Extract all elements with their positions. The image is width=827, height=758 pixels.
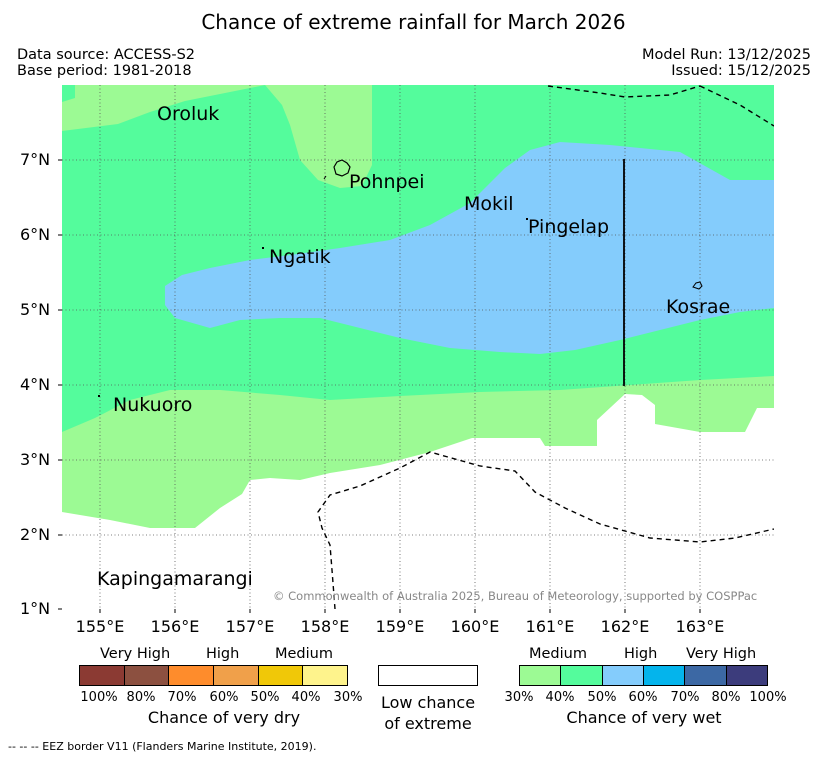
legend-wet-swatch — [685, 666, 727, 685]
legend-dry-swatch — [80, 666, 125, 685]
legend-wet-pct: 60% — [628, 690, 658, 705]
lat-tick-label: 6°N — [20, 225, 51, 244]
lon-tick-label: 159°E — [375, 617, 425, 636]
legend-dry-swatch — [258, 666, 304, 685]
legend-wet-swatch — [643, 666, 686, 685]
place-label-pingelap: Pingelap — [528, 216, 610, 238]
legend-dry-very-high: Very High — [100, 646, 171, 662]
legend-wet-high: High — [624, 646, 658, 662]
lon-tick-label: 155°E — [75, 617, 125, 636]
model-run: Model Run: 13/12/2025 — [641, 47, 811, 63]
lat-tick-label: 4°N — [20, 375, 51, 394]
legend-dry-medium: Medium — [275, 646, 333, 662]
legend-dry-high: High — [206, 646, 240, 662]
map-plot-area — [62, 85, 774, 609]
legend-dry-swatch — [169, 666, 215, 685]
legend-wet-pct: 70% — [670, 690, 700, 705]
eez-footnote: -- -- -- EEZ border V11 (Flanders Marine… — [8, 740, 317, 753]
legend-wet-pct: 40% — [545, 690, 575, 705]
place-label-kosrae: Kosrae — [666, 296, 731, 318]
legend-wet-colorbar — [519, 665, 768, 686]
legend-wet-medium: Medium — [529, 646, 587, 662]
lon-tick-label: 162°E — [600, 617, 650, 636]
place-label-oroluk: Oroluk — [157, 103, 220, 125]
data-source: Data source: ACCESS-S2 — [17, 47, 196, 63]
place-label-mokil: Mokil — [464, 193, 514, 215]
lat-tick-label: 1°N — [20, 599, 51, 618]
axis-ticks — [58, 159, 701, 613]
legend-dry-pct: 100% — [80, 690, 118, 705]
legend-dry-pct: 30% — [333, 690, 363, 705]
legend-low-chance-swatch — [378, 665, 478, 686]
lat-tick-label: 3°N — [20, 450, 51, 469]
legend-dry-pct: 70% — [167, 690, 197, 705]
issued-date: Issued: 15/12/2025 — [671, 63, 811, 79]
legend-dry-pct: 50% — [250, 690, 280, 705]
base-period: Base period: 1981-2018 — [17, 63, 192, 79]
ngatik-atoll-shape — [262, 247, 264, 249]
legend-wet-pct: 50% — [587, 690, 617, 705]
legend-dry-pct: 80% — [126, 690, 156, 705]
place-label-ngatik: Ngatik — [269, 246, 331, 268]
lon-tick-label: 156°E — [150, 617, 200, 636]
lat-tick-label: 5°N — [20, 300, 51, 319]
lat-tick-label: 2°N — [20, 525, 51, 544]
lon-tick-label: 161°E — [525, 617, 575, 636]
lon-tick-label: 158°E — [300, 617, 350, 636]
place-label-nukuoro: Nukuoro — [113, 394, 193, 416]
legend-dry-pct: 40% — [291, 690, 321, 705]
legend-wet-swatch — [561, 666, 603, 685]
lon-tick-label: 163°E — [675, 617, 725, 636]
lon-tick-label: 157°E — [225, 617, 275, 636]
legend-dry-colorbar — [79, 665, 348, 686]
kosrae-island-shape — [692, 281, 703, 290]
place-label-kapingamarangi: Kapingamarangi — [97, 568, 253, 590]
legend-wet-pct: 30% — [504, 690, 534, 705]
place-label-pohnpei: Pohnpei — [349, 171, 425, 193]
legend-wet-pct: 80% — [711, 690, 741, 705]
legend-dry-swatch — [124, 666, 170, 685]
eez-border — [317, 85, 774, 609]
nukuoro-atoll-shape — [98, 395, 100, 397]
lat-tick-label: 7°N — [20, 150, 51, 169]
legend-low-chance-line2: of extreme — [384, 714, 472, 733]
legend-dry-caption: Chance of very dry — [147, 708, 301, 727]
legend-wet-very-high: Very High — [686, 646, 757, 662]
wet-high-50-60-area — [165, 142, 774, 354]
legend-wet-swatch — [726, 666, 767, 685]
copyright-notice: © Commonwealth of Australia 2025, Bureau… — [273, 589, 758, 603]
pingelap-atoll-shape — [526, 218, 528, 220]
ant-atoll-shape — [323, 175, 327, 180]
legend-wet-pct: 100% — [749, 690, 787, 705]
legend-wet-swatch — [520, 666, 562, 685]
map-title: Chance of extreme rainfall for March 202… — [201, 10, 626, 34]
legend-wet-swatch — [602, 666, 644, 685]
lon-tick-label: 160°E — [450, 617, 500, 636]
legend-dry-swatch — [214, 666, 259, 685]
legend-low-chance-line1: Low chance — [380, 693, 476, 712]
pohnpei-island-shape — [333, 159, 351, 177]
legend-dry-pct: 60% — [209, 690, 239, 705]
legend-dry-swatch — [303, 666, 348, 685]
legend-wet-caption: Chance of very wet — [566, 708, 722, 727]
